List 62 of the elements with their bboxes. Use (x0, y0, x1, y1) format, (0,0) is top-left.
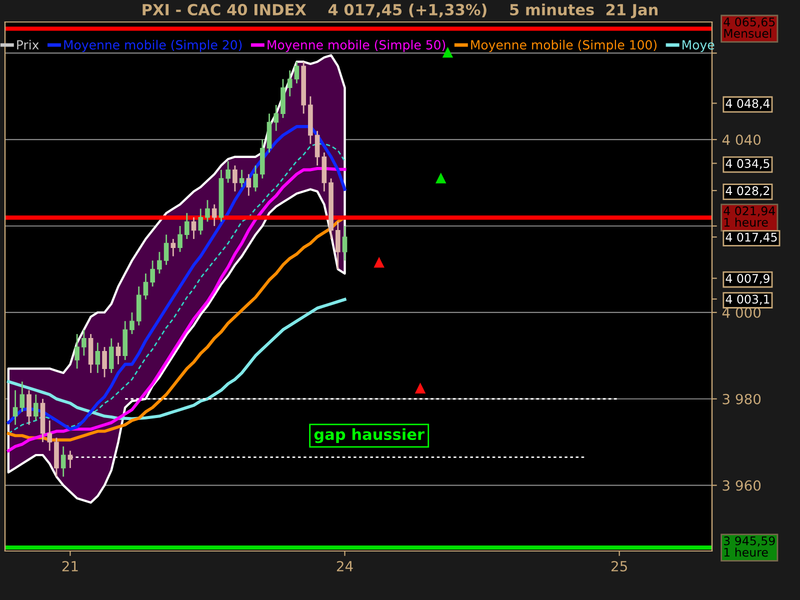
y2-tick-label: 4 007,9 (726, 274, 770, 284)
legend-label: Moyenne mobile (Simple 50) (268, 40, 446, 52)
y-tick-label: 3 980 (722, 394, 761, 404)
candlestick (95, 342, 100, 374)
text: Prix (17, 40, 39, 50)
candlestick (226, 160, 230, 184)
point (414, 382, 426, 394)
candlestick (170, 238, 176, 257)
y2-tick-label: 4 048,4 (726, 98, 770, 110)
candlestick (274, 104, 279, 132)
candlestick (20, 380, 25, 413)
candlestick (184, 212, 190, 240)
y2-tick-label: 4 034,5 (726, 159, 770, 170)
candlestick (191, 216, 196, 240)
candlestick (294, 61, 300, 84)
y2-tick-label: 4 017,45 (726, 232, 777, 243)
candlestick (232, 164, 238, 192)
candlestick (130, 312, 134, 335)
candlestick (74, 333, 80, 370)
candlestick (198, 208, 204, 236)
y2-tick-label: 4 028,2 (726, 186, 770, 196)
candlestick (157, 251, 162, 274)
y-tick-label: 4 040 (722, 134, 761, 146)
candlestick (26, 390, 32, 426)
candlestick (47, 420, 52, 452)
candlestick (164, 234, 169, 266)
candlestick (342, 225, 348, 262)
point (374, 256, 384, 268)
x-tick-label: 25 (612, 560, 627, 572)
y-tick-label: 3 960 (722, 480, 761, 491)
candlestick (33, 394, 38, 422)
chart-title: PXI - CAC 40 INDEX 4 017,45 (+1,33%) 5 minutes 21 Jan (142, 4, 658, 18)
candlestick (287, 70, 292, 98)
candlestick (102, 346, 107, 378)
line-series (6, 298, 346, 420)
point (435, 172, 446, 184)
ref-line-label: 3 945,59 1 heure (724, 536, 775, 557)
candlestick (178, 225, 182, 253)
candlestick (82, 329, 86, 356)
legend-label: Moyenne mobile (Simple 20) (64, 40, 242, 52)
candlestick (253, 164, 258, 192)
candlestick (336, 220, 340, 270)
candlestick (143, 272, 148, 300)
ref-line-label: 4 021,94 1 heure (724, 206, 776, 227)
candlestick (212, 204, 217, 227)
candlestick (60, 446, 66, 478)
y2-tick-label: 4 003,1 (726, 294, 770, 305)
candlestick (314, 130, 320, 166)
candlestick (68, 450, 73, 469)
legend-label: Moyenne mobile (Simple 100) (471, 40, 656, 52)
candlestick (108, 338, 114, 374)
candlestick (239, 169, 244, 188)
x-tick-label: 24 (336, 560, 353, 572)
candlestick (246, 173, 252, 196)
ref-line-label: 4 065,65 Mensuel (724, 17, 775, 38)
line-series (6, 216, 346, 442)
candlestick (150, 260, 155, 288)
annotation: gap haussier (314, 428, 425, 444)
candlestick (205, 199, 210, 222)
x-tick-label: 21 (62, 560, 78, 572)
candlestick (12, 390, 18, 426)
candlestick (116, 342, 121, 365)
